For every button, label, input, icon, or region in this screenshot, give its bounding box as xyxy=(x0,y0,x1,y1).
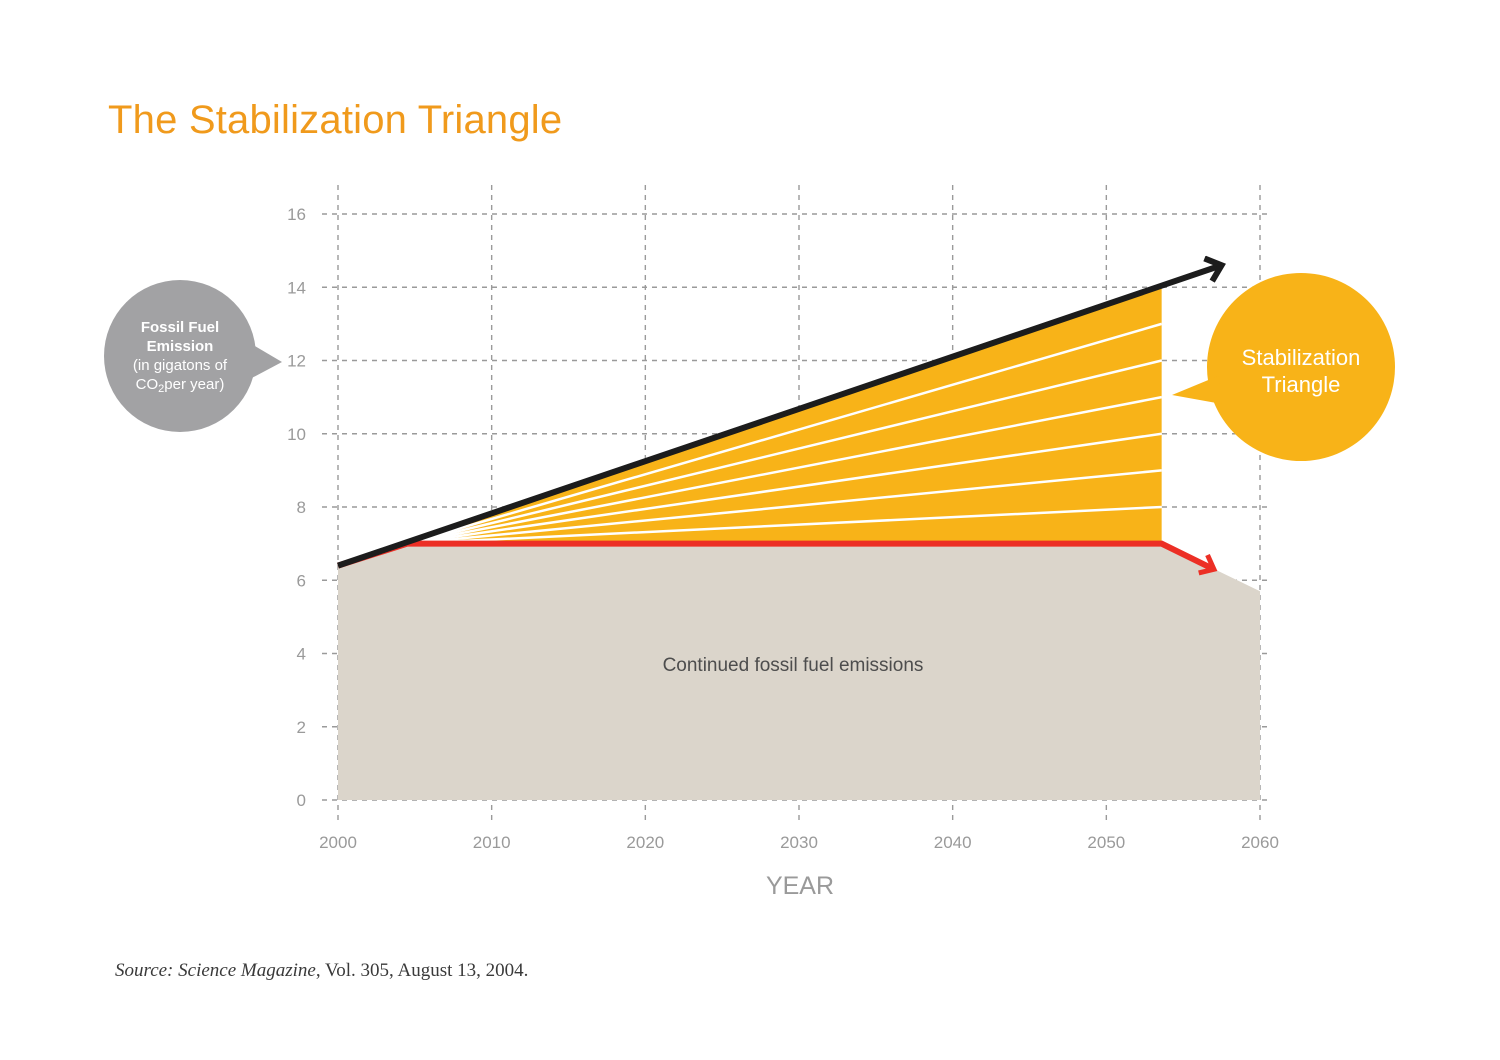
stab-label-line1: Stabilization xyxy=(1241,345,1361,370)
triangle-label-bubble-tail xyxy=(1172,376,1222,404)
x-axis-title: YEAR xyxy=(765,872,835,900)
y-label-sub: 2 xyxy=(158,383,165,395)
y-tick-label: 8 xyxy=(297,498,306,517)
wedge-line-6 xyxy=(406,322,1163,545)
series-lines xyxy=(337,265,1222,576)
source-note: Source: Science Magazine, Vol. 305, Augu… xyxy=(115,960,528,982)
x-tick-label: 2030 xyxy=(780,833,818,852)
y-tick-label: 2 xyxy=(297,718,306,737)
x-tick-label: 2060 xyxy=(1241,833,1279,852)
wedge-line-4 xyxy=(406,395,1162,545)
y-label-per-year: per year) xyxy=(164,376,225,393)
x-tick-label: 2010 xyxy=(473,833,511,852)
wedge-line-2 xyxy=(407,469,1162,545)
continued-emissions-area xyxy=(338,543,1260,800)
y-tick-label: 12 xyxy=(287,352,306,371)
x-tick-label: 2040 xyxy=(934,833,972,852)
y-tick-label: 10 xyxy=(287,425,306,444)
y-tick-label: 16 xyxy=(287,205,306,224)
wedge-line-1 xyxy=(407,505,1162,545)
business-as-usual-line xyxy=(337,265,1222,569)
stab-label-line2: Triangle xyxy=(1261,372,1341,397)
y-label-line2: Emission xyxy=(146,338,214,355)
y-tick-label: 0 xyxy=(297,791,306,810)
source-prefix: Source: Science Magazine xyxy=(115,960,316,981)
y-label-co: CO xyxy=(135,376,159,393)
callout-bubbles xyxy=(104,273,1395,461)
tick-labels: 0 2 4 6 8 10 12 14 16 2000 2010 2020 2030 2040 2050 206… xyxy=(287,205,1279,852)
wedge-line-3 xyxy=(406,432,1162,545)
source-rest: , Vol. 305, August 13, 2004. xyxy=(315,960,529,981)
y-label-line3: (in gigatons of xyxy=(132,357,228,374)
y-label-line4: CO2per year) xyxy=(104,375,256,395)
wedge-line-5 xyxy=(406,359,1162,545)
y-label-bubble xyxy=(104,280,256,432)
y-axis-label: Fossil Fuel Emission (in gigatons of CO2… xyxy=(104,318,256,395)
x-tick-label: 2050 xyxy=(1087,833,1125,852)
x-tick-label: 2020 xyxy=(626,833,664,852)
chart-title: The Stabilization Triangle xyxy=(108,98,563,142)
wedge-lines xyxy=(406,322,1163,545)
y-label-line1: Fossil Fuel xyxy=(140,319,220,336)
y-tick-label: 6 xyxy=(297,571,306,590)
y-tick-label: 14 xyxy=(287,278,306,297)
area-label: Continued fossil fuel emissions xyxy=(662,655,924,676)
y-tick-label: 4 xyxy=(297,645,306,664)
triangle-label-bubble xyxy=(1207,273,1395,461)
stabilization-triangle-label: Stabilization Triangle xyxy=(1208,344,1394,398)
x-tick-label: 2000 xyxy=(319,833,357,852)
y-label-bubble-tail xyxy=(248,342,282,380)
